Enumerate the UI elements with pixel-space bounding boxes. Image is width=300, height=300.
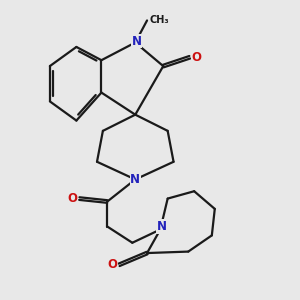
Text: N: N <box>130 173 140 186</box>
Text: N: N <box>157 220 167 233</box>
Text: O: O <box>191 51 201 64</box>
Text: O: O <box>108 258 118 271</box>
Text: N: N <box>132 34 142 48</box>
Text: O: O <box>68 192 78 205</box>
Text: CH₃: CH₃ <box>150 15 170 26</box>
